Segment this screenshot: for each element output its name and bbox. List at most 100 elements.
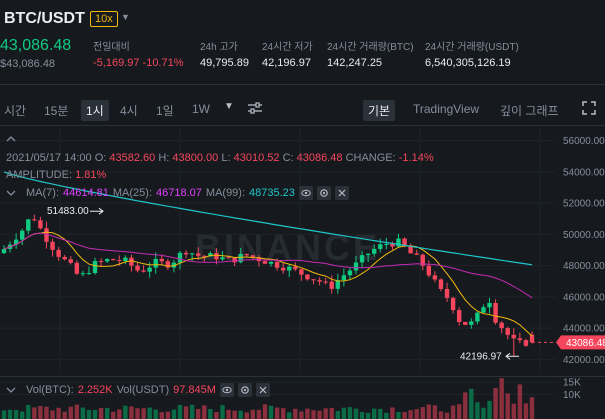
volume-bar [117,409,122,419]
volume-bar [56,407,61,419]
collapse-down-icon[interactable] [6,386,16,394]
volume-bar [335,410,340,419]
view-tradingview[interactable]: TradingView [413,102,480,116]
indicator-settings-icon[interactable] [247,101,263,115]
volume-bar [268,405,274,419]
eye-icon[interactable] [219,383,234,397]
volume-bar [147,407,152,419]
fullscreen-icon[interactable] [581,100,597,116]
interval-more-icon[interactable]: ▼ [224,101,234,112]
volume-bar [299,411,304,419]
candle-body [196,253,201,256]
vol-usdt-value: 97.845M [173,384,216,396]
volume-bar [256,409,262,419]
candle-body [378,244,383,249]
candle-body [68,259,73,263]
volume-bar [20,411,25,419]
candle-body [469,321,474,325]
candle-body [183,252,189,255]
volume-bar [305,408,310,419]
candle-body [347,270,353,276]
candle-body [487,302,492,308]
candle-body [208,253,213,257]
volume-bar [177,404,183,419]
view-depth[interactable]: 깊이 그래프 [500,104,559,118]
chevron-down-icon[interactable]: ▼ [121,12,130,22]
candle-body [32,219,37,221]
candle-body [1,249,7,254]
amplitude-value: 1.81% [75,169,107,181]
volume-bar [32,407,37,419]
volume-tick-label: 15K [563,377,581,388]
candle-body [311,279,316,281]
collapse-up-icon[interactable] [6,135,16,143]
candle-body [262,261,268,264]
stat-value: 6,540,305,126.19 [425,57,511,69]
view-basic[interactable]: 기본 [363,100,396,121]
interval-1d[interactable]: 1일 [156,104,174,118]
ma99-line [3,171,533,266]
candle-body [323,281,328,283]
close-icon[interactable] [334,186,349,200]
candle-body [38,220,43,229]
candle-body [444,288,450,298]
candle-body [287,266,292,271]
vol-btc-value: 2.252K [77,384,113,396]
volume-bar [317,410,322,419]
y-tick-label: 48000.00 [563,261,605,272]
pair-title[interactable]: BTC/USDT [4,10,85,27]
candle-body [317,280,322,282]
ma7-line [3,231,533,337]
candle-body [214,253,219,260]
volume-bar [469,388,474,419]
candle-body [171,262,177,268]
stat-volume-btc: 24시간 거래량(BTC) [327,38,414,53]
volume-bar [159,412,164,419]
ma99-label: MA(99): [205,187,246,199]
open-label: O: [94,152,107,164]
candle-body [341,275,347,281]
volume-bar [402,412,407,419]
leverage-badge[interactable]: 10x [90,11,118,27]
stat-value: 42,196.97 [262,57,311,69]
close-icon[interactable] [255,383,270,397]
stat-label: 24시간 거래량(BTC) [327,42,414,53]
interval-1h[interactable]: 1시 [81,100,109,121]
stat-value: -5,169.97 -10.71% [93,57,184,69]
gear-icon[interactable] [316,186,331,200]
eye-icon[interactable] [298,186,313,200]
y-tick-label: 54000.00 [563,167,605,178]
interval-time[interactable]: 시간 [4,104,27,118]
interval-4h[interactable]: 4시 [120,104,138,118]
y-tick-label: 46000.00 [563,292,605,303]
volume-bar [165,411,171,419]
volume-bar [408,410,413,419]
high-label: H: [158,152,170,164]
candlestick-chart[interactable]: BINANCE 56000.00 54000.00 52000.00 50000.00… [0,125,605,375]
gear-icon[interactable] [237,383,252,397]
ma-legend-row: MA(7): 44614.81 MA(25): 46718.07 MA(99):… [6,186,349,200]
interval-15m[interactable]: 15분 [44,104,69,118]
amplitude-label: AMPLITUDE: [6,169,73,181]
interval-1w[interactable]: 1W [192,102,210,116]
last-price-usd: $43,086.48 [0,58,56,70]
candle-body [220,257,225,260]
y-tick-label: 42000.00 [563,355,605,366]
candle-body [384,244,389,246]
volume-bar [341,407,347,419]
high-marker-arrow [90,207,104,215]
collapse-down-icon[interactable] [6,189,16,197]
candle-body [511,334,516,339]
volume-bar [62,411,67,419]
candle-body [456,310,462,323]
volume-bar [420,407,425,419]
low-value: 43010.52 [233,152,280,164]
candle-body [111,259,116,261]
volume-bar [153,409,158,419]
ma25-line [3,232,533,299]
candle-body [359,255,365,263]
candle-body [26,219,31,231]
volume-bar [481,407,486,419]
ma7-value: 44614.81 [63,187,109,199]
